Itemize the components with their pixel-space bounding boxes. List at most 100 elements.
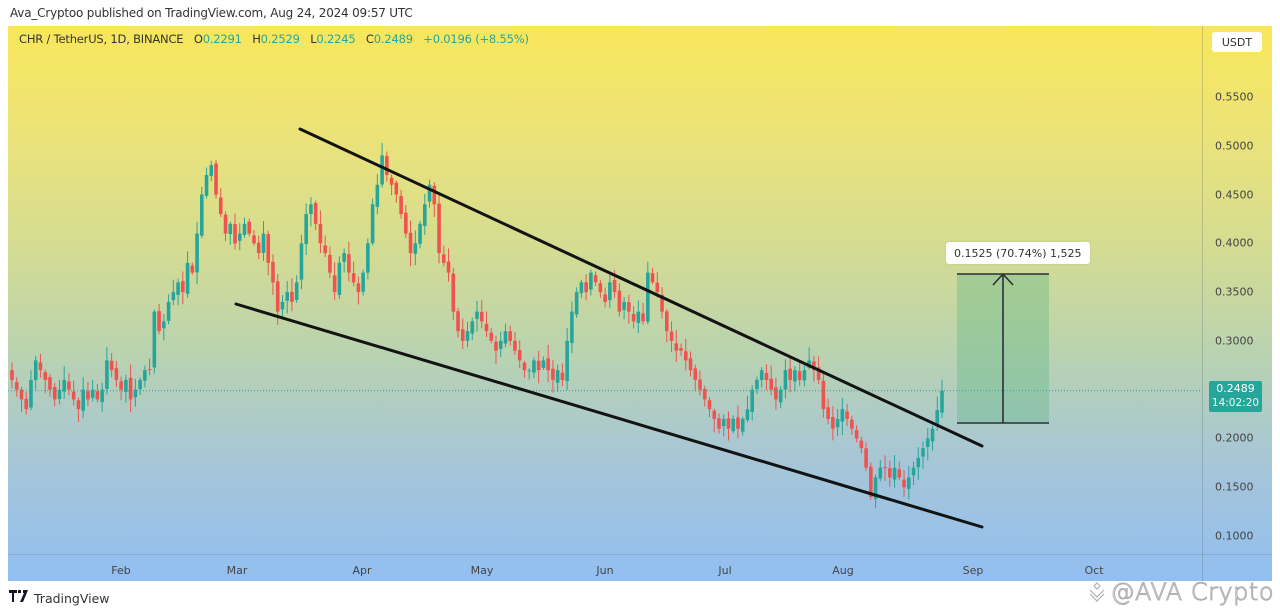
candle-body xyxy=(67,381,71,390)
candle-body xyxy=(209,165,214,176)
candle-body xyxy=(608,282,612,301)
last-price: 0.2489 xyxy=(1216,382,1255,395)
candle-body xyxy=(797,371,802,380)
candle-body xyxy=(176,282,180,295)
candle-body xyxy=(925,438,930,447)
candle-body xyxy=(793,370,797,382)
candle-body xyxy=(375,184,380,207)
last-price-tag: 0.2489 14:02:20 xyxy=(1209,381,1262,412)
candle-body xyxy=(584,282,588,293)
candle-body xyxy=(831,417,835,429)
candle-body xyxy=(309,204,313,215)
price-tick: 0.5000 xyxy=(1215,139,1254,153)
candle-body xyxy=(380,155,384,185)
candle-body xyxy=(204,175,209,196)
candle-body xyxy=(138,379,142,390)
candle-body xyxy=(294,282,299,300)
candle-body xyxy=(821,380,826,410)
watermark-text: @AVA Crypto xyxy=(1110,578,1274,607)
candle-body xyxy=(674,343,679,351)
candle-body xyxy=(612,280,617,293)
candle-body xyxy=(181,281,185,293)
candle-body xyxy=(745,409,750,421)
candle-body xyxy=(650,273,655,283)
candle-body xyxy=(774,387,778,400)
candle-body xyxy=(318,224,323,244)
candle-body xyxy=(679,348,683,351)
tradingview-logo[interactable]: TradingView xyxy=(9,590,110,606)
candle-body xyxy=(759,370,764,381)
candle-body xyxy=(769,378,773,390)
candle-body xyxy=(475,311,479,319)
candle-body xyxy=(892,467,897,480)
candle-body xyxy=(574,292,579,315)
candle-body xyxy=(266,234,271,263)
candle-body xyxy=(736,417,740,429)
candle-body xyxy=(441,254,446,263)
price-tick: 0.3000 xyxy=(1215,334,1254,348)
candle-body xyxy=(579,282,584,294)
trendline xyxy=(234,302,984,529)
candle-body xyxy=(271,261,275,283)
price-tick: 0.1500 xyxy=(1215,480,1254,494)
candle-body xyxy=(845,411,849,419)
candle-body xyxy=(323,245,327,254)
candle-body xyxy=(124,379,128,392)
candle-body xyxy=(812,361,816,371)
candle-body xyxy=(152,311,157,368)
candle-body xyxy=(95,391,100,400)
chart-pane[interactable]: CHR / TetherUS, 1D, BINANCE O0.2291 H0.2… xyxy=(8,26,1272,581)
candle-body xyxy=(356,283,361,293)
candle-body xyxy=(105,360,109,389)
candle-body xyxy=(437,203,441,254)
candle-body xyxy=(38,362,43,371)
candle-body xyxy=(721,418,726,427)
candle-body xyxy=(351,273,356,283)
candle-body xyxy=(494,341,498,351)
candle-body xyxy=(603,294,607,302)
symbol-legend: CHR / TetherUS, 1D, BINANCE O0.2291 H0.2… xyxy=(19,32,529,46)
low-value: 0.2245 xyxy=(316,32,356,46)
candle-body xyxy=(29,379,33,408)
candle-body xyxy=(669,331,674,341)
candle-body xyxy=(702,388,707,400)
candle-body xyxy=(536,360,541,371)
candle-body xyxy=(342,253,346,262)
candle-body xyxy=(617,290,622,312)
currency-unit-button[interactable]: USDT xyxy=(1212,32,1262,52)
price-range-label[interactable]: 0.1525 (70.74%) 1,525 xyxy=(946,242,1090,264)
candle-body xyxy=(683,351,688,361)
candlestick-plot[interactable] xyxy=(8,26,1202,554)
candle-body xyxy=(404,212,408,234)
candle-body xyxy=(332,275,337,293)
candle-body xyxy=(517,350,522,361)
candle-body xyxy=(242,223,247,235)
candle-body xyxy=(223,214,228,234)
candle-body xyxy=(313,203,318,224)
candle-body xyxy=(166,301,171,321)
candle-body xyxy=(627,302,631,312)
candle-body xyxy=(285,292,290,301)
candle-body xyxy=(389,177,394,185)
time-tick: Sep xyxy=(962,564,984,577)
candle-body xyxy=(114,368,119,380)
candle-body xyxy=(304,214,308,244)
candle-body xyxy=(764,372,769,380)
candle-body xyxy=(783,370,788,390)
close-value: 0.2489 xyxy=(373,32,413,46)
candle-body xyxy=(256,242,261,254)
candle-body xyxy=(423,204,427,226)
tradingview-brand: TradingView xyxy=(34,590,110,606)
watermark-logo-icon xyxy=(1089,582,1104,602)
candle-body xyxy=(897,469,902,478)
candle-body xyxy=(460,329,465,341)
candle-body xyxy=(835,418,840,428)
candle-body xyxy=(233,224,237,244)
candle-body xyxy=(24,398,29,410)
candle-body xyxy=(133,389,138,398)
candle-body xyxy=(413,243,418,254)
watermark: @AVA Crypto xyxy=(1087,578,1274,607)
candle-body xyxy=(850,419,854,429)
candle-body xyxy=(190,265,195,273)
low-label: L xyxy=(310,32,317,46)
